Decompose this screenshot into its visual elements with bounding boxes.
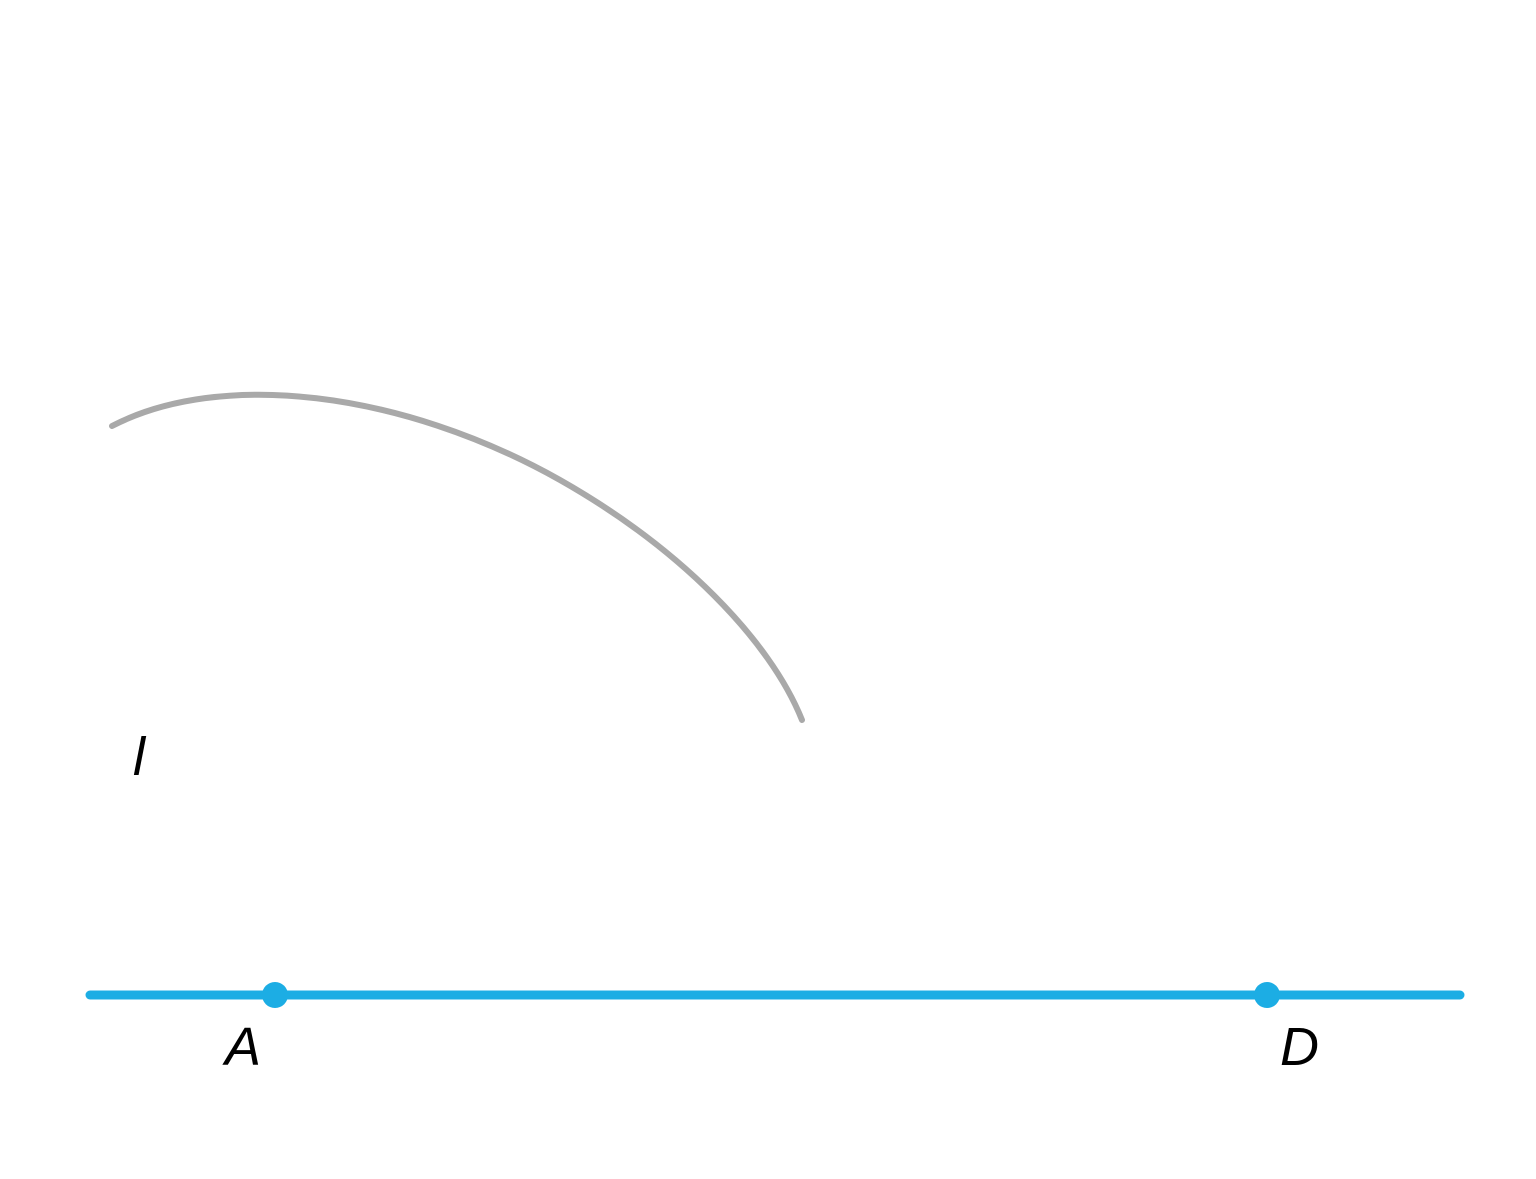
point-A — [262, 982, 288, 1008]
geometry-diagram: l A D — [0, 0, 1536, 1179]
point-label-A: A — [222, 1017, 261, 1077]
line-label-l: l — [133, 727, 147, 787]
point-label-D: D — [1280, 1017, 1319, 1077]
point-D — [1254, 982, 1280, 1008]
compass-arc — [112, 395, 802, 720]
